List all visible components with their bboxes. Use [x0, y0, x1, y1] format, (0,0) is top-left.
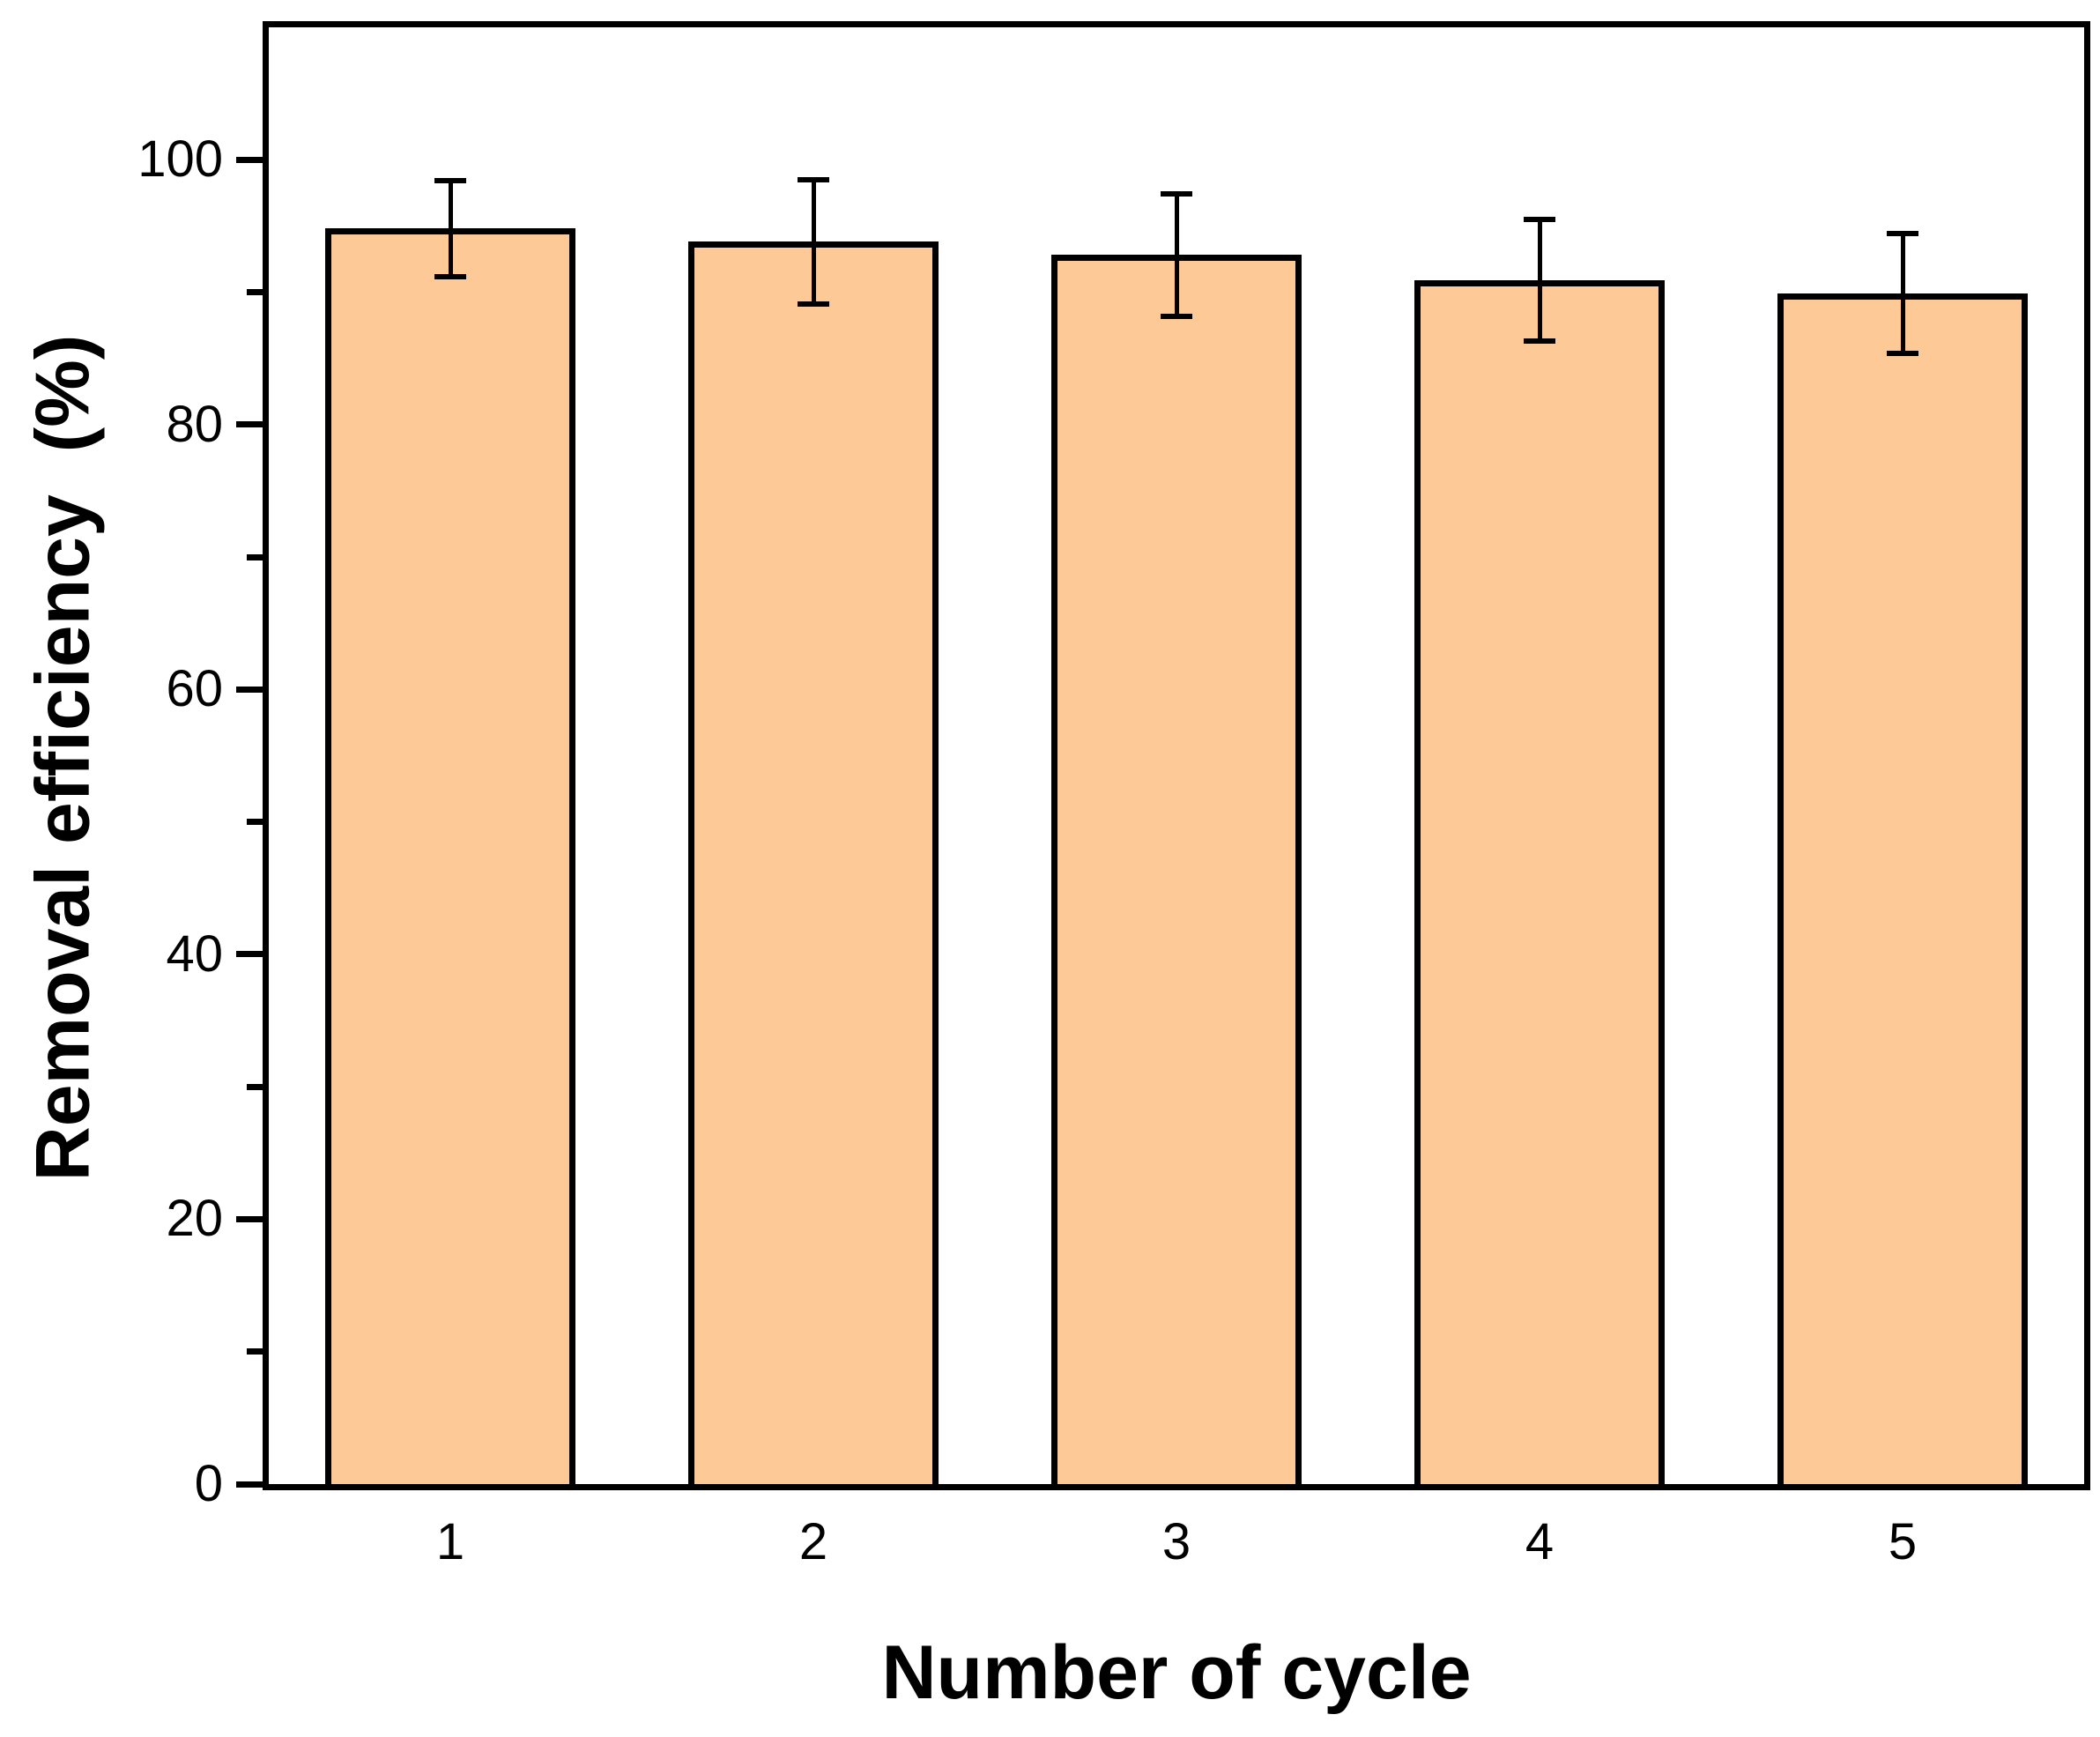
y-minor-tick: [247, 819, 263, 826]
bar: [688, 241, 939, 1484]
y-tick-label: 100: [137, 130, 223, 189]
y-tick-label: 80: [166, 395, 223, 453]
bar: [1777, 293, 2028, 1484]
x-tick-label: 4: [1525, 1513, 1555, 1570]
bar: [1414, 280, 1665, 1484]
error-bar-cap-bottom: [434, 273, 466, 279]
x-tick-label: 5: [1888, 1513, 1918, 1570]
error-bar-cap-bottom: [1887, 350, 1918, 356]
error-bar-line: [811, 179, 816, 305]
plot-inner-layer: [269, 27, 2084, 1484]
y-minor-tick: [247, 553, 263, 560]
x-tick-label: 2: [798, 1513, 828, 1570]
error-bar-line: [1537, 219, 1542, 342]
y-major-tick: [236, 1481, 263, 1488]
y-tick-label: 60: [166, 660, 223, 718]
error-bar-cap-top: [1161, 191, 1192, 197]
y-minor-tick: [247, 1348, 263, 1355]
error-bar-line: [1900, 234, 1905, 353]
x-tick-label: 3: [1161, 1513, 1191, 1570]
y-major-tick: [236, 951, 263, 958]
x-tick-label: 1: [435, 1513, 465, 1570]
bar: [1051, 255, 1302, 1484]
y-axis-title: Removal efficiency (%): [20, 334, 106, 1182]
error-bar-cap-top: [798, 176, 829, 182]
y-tick-label: 0: [194, 1455, 223, 1512]
error-bar-line: [1174, 194, 1179, 316]
error-bar-cap-bottom: [798, 301, 829, 308]
error-bar-cap-bottom: [1524, 338, 1555, 345]
y-tick-label: 40: [166, 924, 223, 983]
y-major-tick: [236, 1215, 263, 1222]
y-major-tick: [236, 156, 263, 163]
error-bar-cap-top: [1524, 216, 1555, 222]
y-major-tick: [236, 686, 263, 693]
y-minor-tick: [247, 1083, 263, 1090]
x-axis-title: Number of cycle: [881, 1630, 1472, 1715]
error-bar-cap-top: [1887, 231, 1918, 237]
y-tick-label: 20: [166, 1190, 223, 1248]
y-major-tick: [236, 421, 263, 428]
error-bar-line: [448, 181, 453, 277]
bar: [325, 228, 575, 1484]
y-minor-tick: [247, 289, 263, 296]
error-bar-cap-bottom: [1161, 313, 1192, 319]
error-bar-cap-top: [434, 178, 466, 184]
